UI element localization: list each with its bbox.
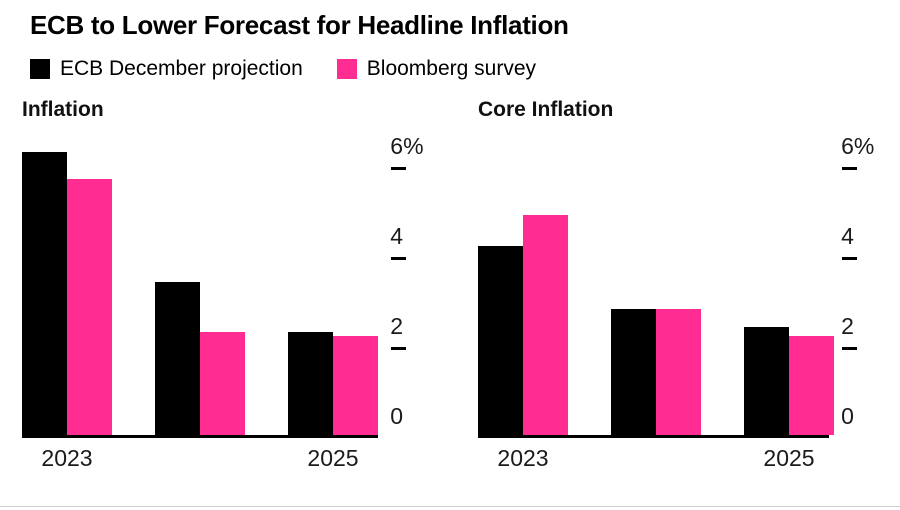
y-tick-label-2: 2 <box>841 313 854 339</box>
x-axis: 2023 2025 <box>22 438 380 480</box>
panel-title-core-inflation: Core Inflation <box>478 98 614 121</box>
y-axis: 6% 4 2 0 <box>841 135 900 438</box>
bar-2025-ecb <box>744 327 789 435</box>
survey-swatch-icon <box>336 59 357 79</box>
y-tick-label-4: 4 <box>390 223 404 249</box>
panel-title-inflation: Inflation <box>22 98 104 121</box>
x-tick-label-2023: 2023 <box>497 445 549 471</box>
y-tick-label-6pct: 6% <box>390 133 424 159</box>
bar-2025-survey <box>333 336 378 435</box>
footer-divider <box>0 506 900 507</box>
bar-2024-survey <box>656 309 701 435</box>
y-tick-label-0: 0 <box>390 403 404 429</box>
legend-label-ecb: ECB December projection <box>60 57 303 80</box>
panel-inflation: Inflation 6% 4 2 0 2023 2025 <box>0 98 450 480</box>
x-tick-label-2025: 2025 <box>307 445 359 471</box>
bar-2024-ecb <box>155 282 200 435</box>
legend-item-ecb: ECB December projection <box>30 57 303 81</box>
y-tick-dash <box>842 347 858 350</box>
bar-2023-survey <box>67 178 112 435</box>
y-tick-dash <box>391 167 407 170</box>
legend-item-survey: Bloomberg survey <box>336 57 537 81</box>
ecb-swatch-icon <box>30 59 50 79</box>
legend: ECB December projection Bloomberg survey <box>0 56 900 82</box>
bar-2023-survey <box>523 214 568 435</box>
bar-2024-ecb <box>611 309 656 435</box>
y-tick-label-2: 2 <box>390 313 404 339</box>
y-tick-dash <box>391 257 407 260</box>
bar-2023-ecb <box>478 246 523 435</box>
page-title: ECB to Lower Forecast for Headline Infla… <box>30 10 569 40</box>
x-tick-label-2023: 2023 <box>41 445 93 471</box>
y-tick-label-0: 0 <box>841 403 854 429</box>
legend-label-survey: Bloomberg survey <box>366 57 537 80</box>
y-tick-dash <box>842 257 858 260</box>
y-tick-label-6pct: 6% <box>841 133 875 159</box>
chart-core-inflation: 6% 4 2 0 <box>478 135 900 438</box>
x-axis: 2023 2025 <box>478 438 836 480</box>
charts-row: Inflation 6% 4 2 0 2023 2025 Core Inflation … <box>0 98 900 480</box>
panel-core-inflation: Core Inflation 6% 4 2 0 2023 2025 <box>450 98 900 480</box>
bar-2023-ecb <box>22 151 67 435</box>
y-tick-dash <box>391 347 407 350</box>
bar-2025-survey <box>789 336 834 435</box>
y-axis: 6% 4 2 0 <box>390 135 450 438</box>
bar-2024-survey <box>200 331 245 435</box>
bar-2025-ecb <box>288 331 333 435</box>
chart-inflation: 6% 4 2 0 <box>22 135 450 438</box>
y-tick-label-4: 4 <box>841 223 854 249</box>
x-tick-label-2025: 2025 <box>763 445 815 471</box>
plot-area <box>22 146 379 438</box>
plot-area <box>478 146 834 438</box>
y-tick-dash <box>842 167 858 170</box>
